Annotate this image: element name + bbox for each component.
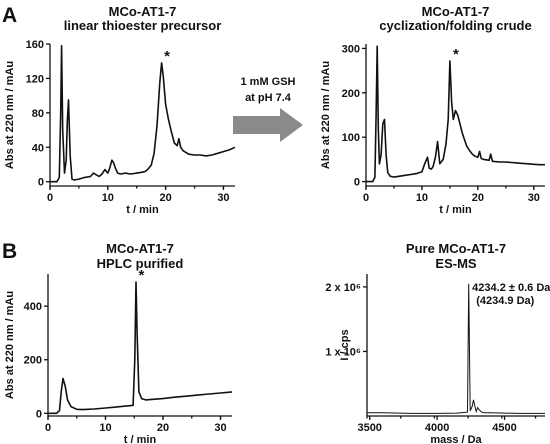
chart-4: Pure MCo-AT1-7ES-MS 3500 4000 4500 1 x 10⁶ 2 … [325, 241, 550, 444]
y-tick-label: 0 [36, 408, 42, 420]
chart-title: MCo-AT1-7 [422, 4, 490, 19]
series-line [366, 45, 545, 183]
mass-annotation: (4234.9 Da) [476, 295, 534, 307]
y-tick-label: 400 [24, 301, 42, 313]
arrow-label-line2: at pH 7.4 [245, 92, 292, 104]
y-axis-label: Abs at 220 nm / mAu [4, 291, 16, 399]
peak-marker: * [164, 48, 170, 65]
y-tick-label: 200 [24, 355, 42, 367]
x-tick-label: 4000 [425, 422, 449, 434]
y-tick-label: 0 [38, 177, 44, 189]
peak-marker: * [453, 46, 459, 63]
x-tick-label: 20 [472, 192, 484, 204]
chart-subtitle: linear thioester precursor [64, 18, 222, 33]
chart-title: MCo-AT1-7 [109, 4, 177, 19]
x-tick-label: 0 [45, 422, 51, 434]
y-tick-label: 1 x 10⁶ [325, 346, 361, 358]
y-tick-label: 300 [342, 43, 360, 55]
x-tick-label: 0 [47, 192, 53, 204]
x-tick-label: 3500 [357, 422, 381, 434]
x-tick-label: 0 [363, 192, 369, 204]
series-line [50, 44, 236, 183]
x-tick-label: 30 [528, 192, 540, 204]
y-axis-label: I / cps [339, 329, 351, 360]
y-tick-label: 80 [32, 108, 44, 120]
chart-subtitle: ES-MS [435, 256, 477, 271]
x-tick-label: 20 [160, 192, 172, 204]
x-tick-label: 10 [99, 422, 111, 434]
chart-title: Pure MCo-AT1-7 [406, 241, 506, 256]
x-tick-label: 10 [102, 192, 114, 204]
chart-title: MCo-AT1-7 [106, 241, 174, 256]
y-tick-label: 0 [354, 177, 360, 189]
reaction-arrow: 1 mM GSH at pH 7.4 [233, 76, 303, 142]
mass-annotation: 4234.2 ± 0.6 Da [472, 282, 550, 294]
x-tick-label: 20 [157, 422, 169, 434]
chart-subtitle: HPLC purified [97, 256, 184, 271]
arrow-label-line1: 1 mM GSH [240, 76, 295, 88]
x-axis-label: t / min [126, 204, 159, 216]
x-axis-label: mass / Da [430, 434, 482, 444]
y-tick-label: 120 [26, 73, 44, 85]
x-tick-label: 4500 [492, 422, 516, 434]
x-axis-label: t / min [124, 434, 157, 444]
y-tick-label: 40 [32, 142, 44, 154]
y-tick-label: 160 [26, 39, 44, 51]
arrow-shape [233, 108, 303, 142]
x-axis-label: t / min [439, 204, 472, 216]
y-tick-label: 100 [342, 132, 360, 144]
x-tick-label: 10 [416, 192, 428, 204]
chart-subtitle: cyclization/folding crude [379, 18, 531, 33]
y-axis-label: Abs at 220 nm / mAu [320, 61, 332, 169]
x-tick-label: 30 [217, 192, 229, 204]
series-line [367, 283, 545, 414]
peak-marker: * [139, 267, 145, 284]
y-axis-label: Abs at 220 nm / mAu [4, 61, 16, 169]
y-tick-label: 2 x 10⁶ [325, 282, 361, 294]
series-line [48, 281, 233, 415]
panel-label-b: B [2, 240, 17, 263]
panel-label-a: A [2, 4, 17, 27]
y-tick-label: 200 [342, 88, 360, 100]
x-tick-label: 30 [214, 422, 226, 434]
